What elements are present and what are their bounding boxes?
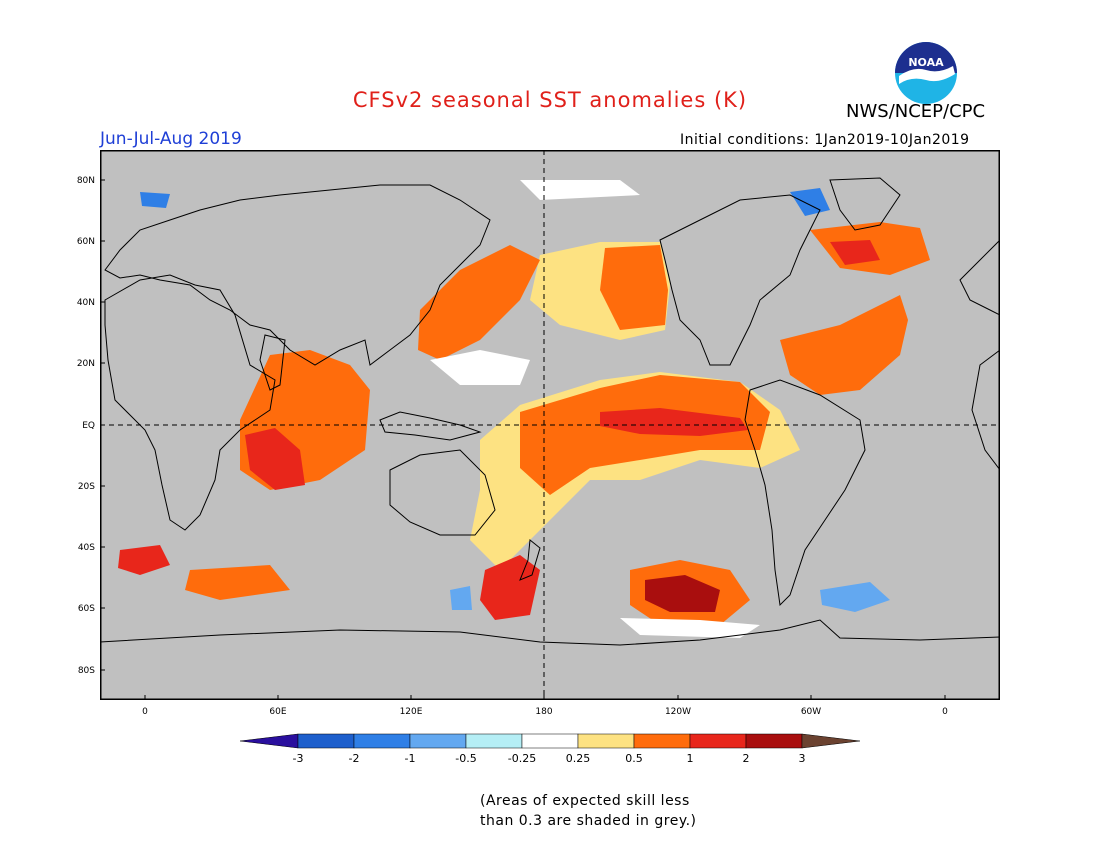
lon-label: 120E (400, 707, 423, 717)
anomaly-tasman-cold (450, 586, 472, 610)
longitude-ticks (144, 695, 946, 700)
footnote-line-1: (Areas of expected skill less (480, 793, 690, 809)
lat-label: 80S (78, 666, 95, 676)
noaa-logo: NOAA (893, 40, 959, 110)
lon-label: 120W (665, 707, 691, 717)
colorbar-swatch (521, 733, 579, 749)
anomaly-north-atlantic (780, 295, 908, 395)
coast-new-zealand (519, 539, 541, 581)
anomaly-pacific-white (430, 350, 530, 385)
coast-eurasia (104, 184, 491, 366)
lat-label: 20N (77, 359, 95, 369)
coast-africa-east-wrap (971, 349, 1001, 471)
colorbar-label: 3 (799, 752, 806, 765)
forecast-period: Jun-Jul-Aug 2019 (100, 129, 242, 149)
anomaly-nw-pacific (418, 245, 540, 360)
lon-label: 60W (801, 707, 821, 717)
colorbar-labels: -3 -2 -1 -0.5 -0.25 0.25 0.5 1 2 3 (293, 752, 806, 765)
lon-labels: 0 60E 120E 180 120W 60W 0 (142, 707, 948, 717)
anomaly-south-indian-band (185, 565, 290, 600)
coast-antarctica (99, 619, 1001, 646)
anomaly-baffin-cold (140, 192, 170, 208)
coast-greenland (829, 177, 901, 231)
coast-india (259, 334, 286, 391)
lat-labels: 80N 60N 40N 20N EQ 20S 40S 60S 80S (77, 176, 95, 676)
lat-label: 60N (77, 237, 95, 247)
coast-indonesia (379, 411, 482, 441)
colorbar-label: -0.25 (508, 752, 536, 765)
lat-label: EQ (82, 421, 95, 431)
coast-north-america (659, 194, 821, 366)
colorbar-label: 2 (743, 752, 750, 765)
colorbar-swatch (297, 733, 355, 749)
coast-australia (389, 449, 496, 536)
anomaly-south-of-africa (118, 545, 170, 575)
map-svg (99, 150, 1001, 700)
agency-label: NWS/NCEP/CPC (846, 101, 986, 122)
coast-europe-east-wrap (959, 239, 1001, 316)
lat-label: 80N (77, 176, 95, 186)
colorbar-svg: -3 -2 -1 -0.5 -0.25 0.25 0.5 1 2 3 (239, 733, 861, 765)
colorbar-swatch (577, 733, 635, 749)
lat-label: 40N (77, 298, 95, 308)
initial-conditions: Initial conditions: 1Jan2019-10Jan2019 (680, 132, 970, 148)
colorbar-swatches (239, 733, 861, 749)
lon-label: 60E (269, 707, 286, 717)
anomaly-ne-pacific-orange (600, 245, 668, 330)
coast-south-america (744, 379, 866, 607)
colorbar-label: 0.25 (566, 752, 591, 765)
anomaly-eq-pacific-red (600, 408, 748, 436)
colorbar-swatch (633, 733, 691, 749)
lat-label: 60S (78, 604, 95, 614)
colorbar-arrow-high (801, 733, 861, 749)
anomaly-shading (118, 180, 930, 638)
anomaly-sw-indian (245, 428, 305, 490)
chart-title: CFSv2 seasonal SST anomalies (K) (352, 88, 748, 112)
anomaly-arctic-white (520, 180, 640, 200)
lon-label: 180 (535, 707, 552, 717)
colorbar-label: 0.5 (625, 752, 643, 765)
anomaly-tasman (480, 555, 540, 620)
colorbar: -3 -2 -1 -0.5 -0.25 0.25 0.5 1 2 3 (239, 732, 865, 776)
colorbar-label: -3 (293, 752, 304, 765)
colorbar-label: 1 (687, 752, 694, 765)
colorbar-arrow-low (239, 733, 299, 749)
sst-anomaly-map (99, 150, 1001, 704)
colorbar-swatch (409, 733, 467, 749)
colorbar-label: -0.5 (455, 752, 476, 765)
lon-label: 0 (942, 707, 948, 717)
colorbar-swatch (745, 733, 803, 749)
anomaly-labrador-cold (790, 188, 830, 216)
lat-label: 40S (78, 543, 95, 553)
anomaly-eq-pacific-orange (520, 375, 770, 495)
colorbar-swatch (353, 733, 411, 749)
latitude-ticks (100, 179, 105, 671)
colorbar-swatch (689, 733, 747, 749)
logo-text: NOAA (908, 56, 944, 69)
coastlines (99, 177, 1001, 646)
footnote-line-2: than 0.3 are shaded in grey.) (480, 813, 697, 829)
colorbar-swatch (465, 733, 523, 749)
lat-label: 20S (78, 482, 95, 492)
anomaly-antarctic-white (620, 618, 760, 638)
colorbar-label: -2 (349, 752, 360, 765)
anomaly-south-pacific-red (645, 575, 720, 612)
lon-label: 0 (142, 707, 148, 717)
coast-africa (104, 274, 276, 531)
colorbar-label: -1 (405, 752, 416, 765)
anomaly-drake-cold (820, 582, 890, 612)
anomaly-north-atlantic-red (830, 240, 880, 265)
